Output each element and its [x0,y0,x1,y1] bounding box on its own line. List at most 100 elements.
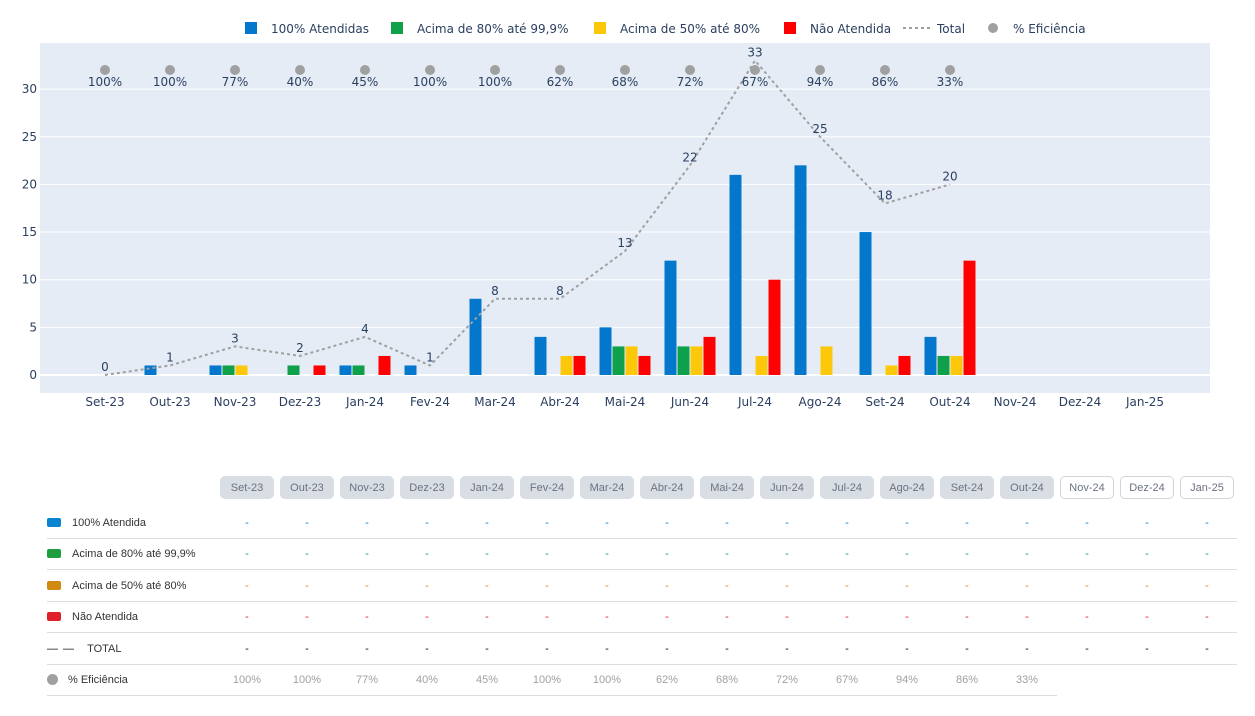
bar[interactable] [222,365,235,375]
legend-label: Total [936,22,965,36]
legend-label: Acima de 80% até 99,9% [417,22,568,36]
month-header[interactable]: Mai-24 [700,476,754,499]
efficiency-marker[interactable] [490,65,500,75]
bar[interactable] [677,346,690,375]
efficiency-marker[interactable] [295,65,305,75]
bar[interactable] [664,260,677,375]
month-header[interactable]: Dez-23 [400,476,454,499]
y-tick-label: 30 [22,82,37,96]
bar[interactable] [859,232,872,375]
bar[interactable] [313,365,326,375]
legend-item[interactable]: Acima de 50% até 80% [594,22,760,36]
table-cell: - [965,516,969,529]
month-header[interactable]: Out-24 [1000,476,1054,499]
bar[interactable] [612,346,625,375]
bar[interactable] [625,346,638,375]
table-cell: - [485,610,489,623]
bar[interactable] [755,355,768,375]
month-header[interactable]: Jan-25 [1180,476,1234,499]
efficiency-marker[interactable] [880,65,890,75]
month-header[interactable]: Nov-23 [340,476,394,499]
month-header[interactable]: Out-23 [280,476,334,499]
bar[interactable] [768,279,781,375]
table-cell: - [485,516,489,529]
legend-item[interactable]: Não Atendida [784,22,891,36]
bar[interactable] [144,365,157,375]
legend-item[interactable]: Acima de 80% até 99,9% [391,22,568,36]
row-label-text: % Eficiência [68,673,128,686]
efficiency-label: 100% [478,75,512,89]
efficiency-marker[interactable] [165,65,175,75]
color-swatch-icon [47,518,61,527]
bar[interactable] [898,355,911,375]
bar[interactable] [885,365,898,375]
x-tick-label: Jan-24 [345,395,384,409]
table-cell: - [425,579,429,592]
legend-item[interactable]: % Eficiência [988,22,1086,36]
total-label: 8 [556,284,564,298]
bar[interactable] [924,336,937,375]
bar[interactable] [560,355,573,375]
month-header[interactable]: Dez-24 [1120,476,1174,499]
efficiency-marker[interactable] [945,65,955,75]
month-header[interactable]: Jul-24 [820,476,874,499]
bar[interactable] [794,165,807,375]
table-cell: 45% [475,673,499,686]
table-cell: - [425,642,429,655]
efficiency-marker[interactable] [685,65,695,75]
bar[interactable] [339,365,352,375]
table-cell: - [965,579,969,592]
efficiency-marker[interactable] [100,65,110,75]
bar[interactable] [820,346,833,375]
efficiency-marker[interactable] [425,65,435,75]
month-header[interactable]: Nov-24 [1060,476,1114,499]
x-tick-label: Nov-23 [214,395,257,409]
month-header[interactable]: Fev-24 [520,476,574,499]
bar[interactable] [378,355,391,375]
table-cell: 100% [292,673,322,686]
total-label: 33 [747,46,762,60]
efficiency-marker[interactable] [750,65,760,75]
month-header[interactable]: Set-24 [940,476,994,499]
bar[interactable] [638,355,651,375]
bar[interactable] [352,365,365,375]
table-cell: - [905,610,909,623]
bar[interactable] [287,365,300,375]
total-label: 8 [491,284,499,298]
efficiency-marker[interactable] [620,65,630,75]
bar[interactable] [469,298,482,375]
bar[interactable] [209,365,222,375]
row-label-text: 100% Atendida [72,516,147,529]
bar[interactable] [404,365,417,375]
bar[interactable] [937,355,950,375]
bar[interactable] [963,260,976,375]
efficiency-marker[interactable] [555,65,565,75]
bar[interactable] [573,355,586,375]
month-header[interactable]: Set-23 [220,476,274,499]
table-row: Acima de 50% até 80% - - - - - - - - - - - - - - - - - [47,570,1237,602]
month-header[interactable]: Jan-24 [460,476,514,499]
month-header[interactable]: Ago-24 [880,476,934,499]
efficiency-marker[interactable] [360,65,370,75]
bar[interactable] [703,336,716,375]
row-label: — — TOTAL [47,633,122,664]
efficiency-label: 100% [88,75,122,89]
bar[interactable] [599,327,612,375]
efficiency-marker[interactable] [815,65,825,75]
color-swatch-icon [47,549,61,558]
month-header[interactable]: Abr-24 [640,476,694,499]
bar[interactable] [690,346,703,375]
bar[interactable] [729,174,742,375]
legend-item[interactable]: 100% Atendidas [245,22,369,36]
bar[interactable] [235,365,248,375]
table-row: — — TOTAL - - - - - - - - - - - - - - - - - [47,633,1237,665]
legend-item[interactable]: Total [903,22,965,36]
month-header[interactable]: Jun-24 [760,476,814,499]
table-cell: - [845,547,849,560]
dot-icon [47,674,58,685]
efficiency-marker[interactable] [230,65,240,75]
month-header[interactable]: Mar-24 [580,476,634,499]
bar[interactable] [950,355,963,375]
bar[interactable] [534,336,547,375]
table-cell: - [1145,579,1149,592]
